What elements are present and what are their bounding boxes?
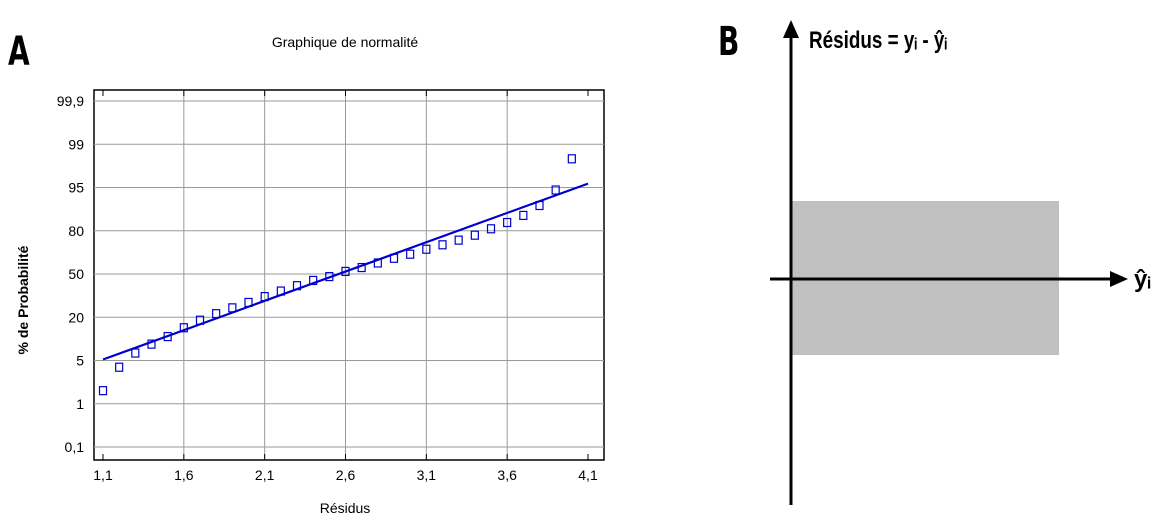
data-point bbox=[179, 323, 188, 333]
data-point bbox=[535, 200, 544, 211]
data-point bbox=[470, 230, 479, 240]
data-point bbox=[357, 262, 366, 273]
y-tick-label: 5 bbox=[76, 353, 84, 369]
x-tick-labels: 1,1 1,6 2,1 2,6 3,1 3,6 4,1 bbox=[93, 467, 598, 483]
data-point bbox=[519, 210, 528, 221]
grid-lines bbox=[94, 90, 604, 460]
data-point bbox=[422, 244, 431, 254]
data-point bbox=[292, 281, 302, 291]
x-tick-label: 1,1 bbox=[93, 467, 113, 483]
y-tick-label: 80 bbox=[68, 223, 84, 239]
x-tick-label: 3,6 bbox=[497, 467, 517, 483]
y-tick-label: 50 bbox=[68, 266, 84, 282]
data-points bbox=[98, 154, 576, 396]
data-point bbox=[163, 331, 172, 342]
data-point bbox=[551, 185, 560, 195]
data-point bbox=[486, 224, 496, 234]
data-point bbox=[309, 275, 318, 286]
data-point bbox=[98, 386, 108, 396]
data-point bbox=[454, 235, 463, 245]
data-point bbox=[438, 240, 447, 250]
y-tick-labels: 0,1 1 5 20 50 80 95 99 99,9 bbox=[57, 93, 84, 455]
b-y-axis-label: Résidus = yᵢ - ŷᵢ bbox=[809, 27, 947, 54]
y-tick-label: 95 bbox=[68, 180, 84, 196]
data-point bbox=[325, 271, 334, 282]
fit-line bbox=[102, 182, 589, 361]
data-point bbox=[195, 315, 205, 325]
data-point bbox=[373, 258, 382, 268]
x-tick-label: 2,1 bbox=[255, 467, 275, 483]
normal-probability-chart: Graphique de normalité 0,1 1 5 20 50 80 95 99 99… bbox=[15, 34, 605, 516]
data-point bbox=[341, 266, 350, 277]
y-axis-arrowhead bbox=[783, 20, 799, 38]
panel-b-label: B bbox=[718, 19, 740, 65]
data-point bbox=[406, 249, 415, 259]
data-point bbox=[503, 217, 512, 228]
x-tick-label: 1,6 bbox=[174, 467, 194, 483]
y-tick-label: 0,1 bbox=[65, 439, 85, 455]
b-x-axis-label: ŷᵢ bbox=[1134, 266, 1151, 293]
x-tick-label: 3,1 bbox=[417, 467, 437, 483]
data-point bbox=[276, 286, 285, 296]
y-tick-label: 99 bbox=[68, 136, 84, 152]
data-point bbox=[131, 348, 140, 358]
data-point bbox=[244, 297, 253, 308]
y-tick-label: 99,9 bbox=[57, 93, 84, 109]
data-point bbox=[147, 339, 156, 349]
y-tick-label: 20 bbox=[68, 309, 84, 325]
data-point bbox=[228, 303, 237, 313]
data-point bbox=[567, 154, 576, 164]
data-point bbox=[212, 309, 221, 319]
x-tick-label: 4,1 bbox=[578, 467, 598, 483]
chart-title: Graphique de normalité bbox=[272, 34, 419, 50]
data-point bbox=[260, 292, 269, 302]
data-point bbox=[115, 362, 124, 372]
residual-diagram: Résidus = yᵢ - ŷᵢ ŷᵢ bbox=[770, 20, 1151, 505]
x-axis-arrowhead bbox=[1110, 271, 1128, 287]
x-axis-label: Résidus bbox=[320, 500, 371, 516]
x-tick-label: 2,6 bbox=[336, 467, 356, 483]
y-axis-label: % de Probabilité bbox=[15, 245, 31, 354]
panel-a-label: A bbox=[8, 29, 30, 75]
y-tick-label: 1 bbox=[76, 396, 84, 412]
data-point bbox=[389, 253, 399, 263]
